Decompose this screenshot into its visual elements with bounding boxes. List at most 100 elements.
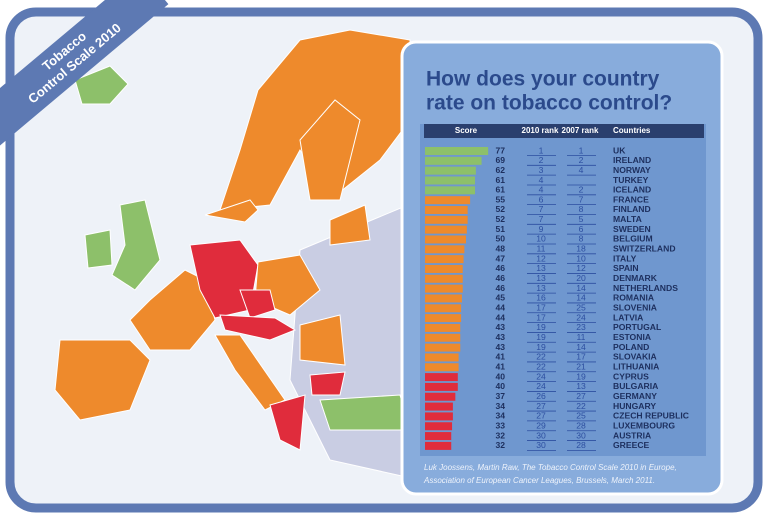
score-label: 61 (495, 175, 505, 185)
bar (425, 274, 463, 283)
score-label: 33 (495, 421, 505, 431)
country: BELGIUM (613, 234, 653, 244)
bar (425, 245, 465, 254)
bar (425, 215, 468, 224)
score-label: 55 (495, 194, 505, 204)
rank-2007: 27 (576, 391, 586, 401)
bar (425, 166, 476, 175)
score-label: 40 (495, 371, 505, 381)
bar (425, 432, 452, 441)
bar (425, 363, 459, 372)
rank-2007: 24 (576, 312, 586, 322)
rank-2007: 2 (579, 185, 584, 195)
rank-2010: 24 (536, 381, 546, 391)
country: DENMARK (613, 273, 658, 283)
country: AUSTRIA (613, 430, 651, 440)
rank-2010: 2 (539, 155, 544, 165)
country: SLOVAKIA (613, 352, 657, 362)
rank-2010: 3 (539, 165, 544, 175)
country: TURKEY (613, 175, 649, 185)
rank-2010: 17 (536, 303, 546, 313)
bar (425, 255, 464, 264)
bar (425, 441, 452, 450)
rank-2010: 7 (539, 204, 544, 214)
bar (425, 353, 459, 362)
country: ICELAND (613, 185, 651, 195)
score-label: 69 (495, 155, 505, 165)
rank-2010: 12 (536, 253, 546, 263)
country: SLOVENIA (613, 303, 657, 313)
rank-2010: 13 (536, 263, 546, 273)
rank-2010: 13 (536, 283, 546, 293)
score-label: 44 (495, 312, 505, 322)
score-label: 61 (495, 185, 505, 195)
bar (425, 373, 458, 382)
bar (425, 392, 456, 401)
rank-2007: 25 (576, 303, 586, 313)
title: rate on tobacco control? (426, 92, 672, 115)
bar (425, 284, 463, 293)
rank-2007: 28 (576, 421, 586, 431)
rank-2010: 1 (539, 145, 544, 155)
country: SPAIN (613, 263, 639, 273)
rank-2007: 19 (576, 371, 586, 381)
score-label: 43 (495, 322, 505, 332)
score-label: 41 (495, 362, 505, 372)
rank-2007: 14 (576, 342, 586, 352)
country: ROMANIA (613, 293, 654, 303)
score-label: 32 (495, 430, 505, 440)
bar (425, 402, 453, 411)
score-label: 41 (495, 352, 505, 362)
rank-2010: 4 (539, 175, 544, 185)
rank-2007: 17 (576, 352, 586, 362)
score-label: 37 (495, 391, 505, 401)
rank-2007: 10 (576, 253, 586, 263)
country: ESTONIA (613, 332, 651, 342)
rank-2007: 5 (579, 214, 584, 224)
score-label: 62 (495, 165, 505, 175)
country: LATVIA (613, 312, 643, 322)
rank-2010: 17 (536, 312, 546, 322)
bar (425, 264, 463, 273)
rank-2010: 6 (539, 194, 544, 204)
rank-2010: 10 (536, 234, 546, 244)
score-label: 46 (495, 263, 505, 273)
score-label: 52 (495, 204, 505, 214)
country: SWITZERLAND (613, 244, 676, 254)
bar (425, 205, 468, 214)
bar (425, 343, 461, 352)
rank-2010: 29 (536, 421, 546, 431)
rank-2007: 12 (576, 263, 586, 273)
rank-2007: 25 (576, 411, 586, 421)
rank-2007: 7 (579, 194, 584, 204)
header: 2010 rank (522, 126, 559, 135)
score-label: 40 (495, 381, 505, 391)
bar (425, 304, 462, 313)
score-label: 50 (495, 234, 505, 244)
country: CYPRUS (613, 371, 649, 381)
country: POLAND (613, 342, 649, 352)
score-label: 47 (495, 253, 505, 263)
bar (425, 323, 461, 332)
country: FINLAND (613, 204, 651, 214)
bar (425, 314, 462, 323)
bar (425, 186, 476, 195)
rank-2007: 28 (576, 440, 586, 450)
country: PORTUGAL (613, 322, 661, 332)
rank-2010: 19 (536, 332, 546, 342)
score-label: 44 (495, 303, 505, 313)
country: UK (613, 145, 626, 155)
bar (425, 382, 458, 391)
country: LITHUANIA (613, 362, 659, 372)
rank-2010: 27 (536, 401, 546, 411)
rank-2010: 9 (539, 224, 544, 234)
rank-2010: 22 (536, 362, 546, 372)
rank-2007: 11 (577, 332, 586, 342)
rank-2010: 7 (539, 214, 544, 224)
country: GREECE (613, 440, 650, 450)
bar (425, 333, 461, 342)
rank-2010: 11 (537, 244, 546, 254)
score-label: 51 (495, 224, 505, 234)
